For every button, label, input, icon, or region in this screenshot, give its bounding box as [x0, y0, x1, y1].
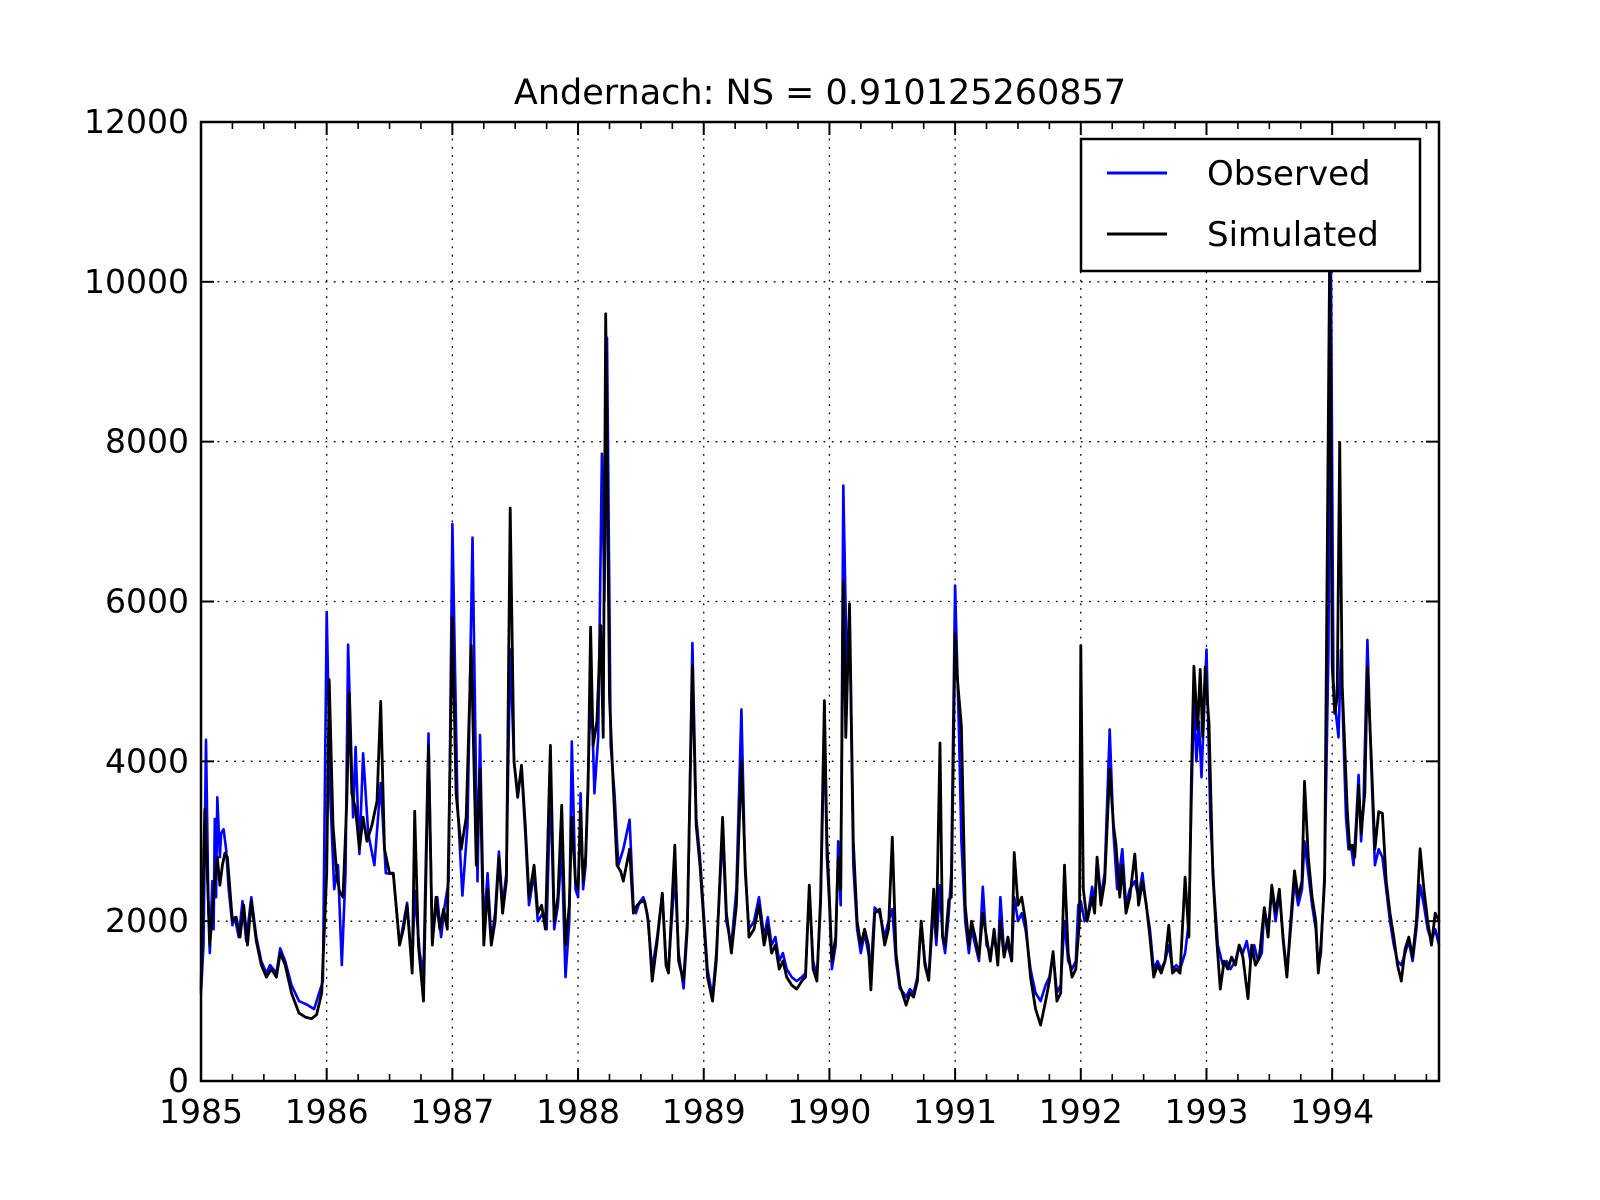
y-tick-label-2000: 2000: [105, 901, 189, 940]
y-tick-label-6000: 6000: [105, 582, 189, 621]
legend-box: [1079, 137, 1422, 273]
legend-label-observed: Observed: [1207, 154, 1371, 194]
legend-label-simulated: Simulated: [1207, 215, 1379, 255]
y-tick-label-12000: 12000: [84, 102, 189, 141]
y-tick-label-10000: 10000: [84, 262, 189, 301]
x-tick-label-1988: 1988: [536, 1092, 620, 1131]
x-tick-label-1985: 1985: [159, 1092, 243, 1131]
x-tick-label-1994: 1994: [1290, 1092, 1374, 1131]
x-tick-label-1987: 1987: [410, 1092, 494, 1131]
simulated-line: [199, 248, 1441, 1027]
chart-title: Andernach: NS = 0.910125260857: [514, 73, 1126, 113]
x-tick-label-1990: 1990: [787, 1092, 871, 1131]
y-tick-label-8000: 8000: [105, 422, 189, 461]
x-tick-label-1986: 1986: [285, 1092, 369, 1131]
y-tick-label-0: 0: [168, 1061, 189, 1100]
x-tick-label-1992: 1992: [1039, 1092, 1123, 1131]
x-tick-label-1991: 1991: [913, 1092, 997, 1131]
x-tick-label-1993: 1993: [1164, 1092, 1248, 1131]
y-tick-label-4000: 4000: [105, 741, 189, 780]
x-tick-label-1989: 1989: [662, 1092, 746, 1131]
